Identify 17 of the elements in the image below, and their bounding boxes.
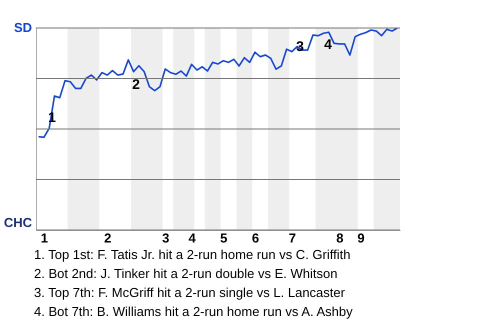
x-tick-label: 4 bbox=[188, 230, 197, 246]
annotation: 2 bbox=[132, 76, 140, 92]
x-tick-label: 5 bbox=[220, 230, 228, 246]
x-tick-label: 1 bbox=[40, 230, 48, 246]
text: 3. Top 7th: F. McGriff hit a 2-run single vs L. Lancaster bbox=[34, 285, 346, 300]
text: 2. Bot 2nd: J. Tinker hit a 2-run double vs E. Whitson bbox=[34, 266, 338, 281]
text: 4. Bot 7th: B. Williams hit a 2-run home run vs A. Ashby bbox=[34, 304, 354, 319]
x-tick-label: 9 bbox=[357, 230, 365, 246]
x-tick-label: 7 bbox=[288, 230, 296, 246]
x-tick-label: 8 bbox=[336, 230, 344, 246]
x-tick-label: 6 bbox=[252, 230, 260, 246]
x-tick-label: 2 bbox=[104, 230, 112, 246]
ref-line-label: CHC bbox=[4, 215, 33, 230]
text: 1. Top 1st: F. Tatis Jr. hit a 2-run home run vs C. Griffith bbox=[34, 247, 350, 262]
annotation: 4 bbox=[324, 36, 332, 52]
ref-line-label: SD bbox=[14, 20, 32, 35]
x-tick-label: 3 bbox=[162, 230, 170, 246]
